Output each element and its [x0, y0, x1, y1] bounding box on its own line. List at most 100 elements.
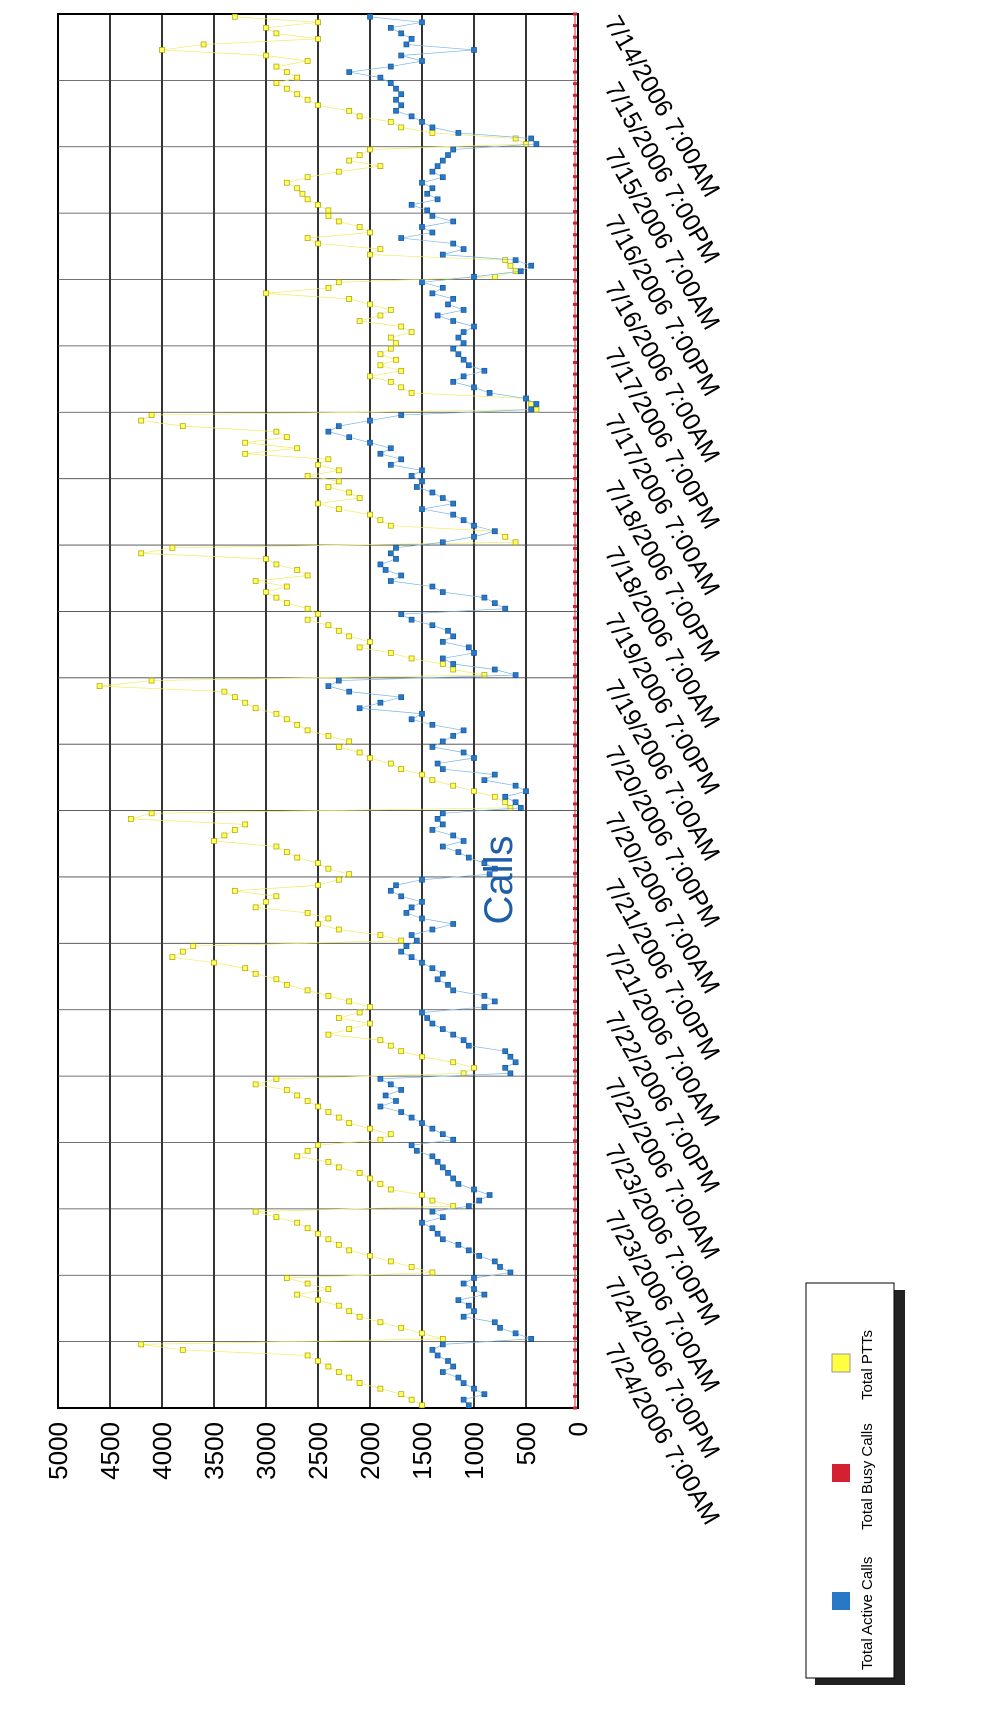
- active-calls-point: [398, 102, 405, 109]
- busy-calls-point: [573, 151, 577, 155]
- legend-swatch-ptts: [831, 1353, 851, 1373]
- busy-calls-point: [573, 1325, 577, 1329]
- active-calls-point: [413, 484, 420, 490]
- active-calls-point: [502, 605, 509, 612]
- active-calls-point: [512, 672, 519, 678]
- busy-calls-point: [573, 965, 577, 969]
- active-calls-point: [445, 627, 451, 634]
- ptt-point: [273, 30, 280, 37]
- active-calls-point: [367, 417, 373, 424]
- ptt-point: [335, 478, 342, 485]
- legend-label-ptts: Total PTTs: [859, 1330, 876, 1400]
- active-calls-point: [429, 721, 436, 728]
- ptt-point: [231, 13, 238, 20]
- active-calls-point: [528, 1336, 535, 1342]
- ptt-point: [325, 622, 332, 629]
- ptt-point: [471, 1064, 477, 1071]
- ptt-point: [398, 1048, 405, 1055]
- active-calls-point: [377, 450, 384, 457]
- value-tick-label: 4000: [147, 1422, 177, 1480]
- active-calls-point: [429, 185, 436, 192]
- busy-calls-point: [573, 988, 577, 992]
- active-calls-point: [439, 655, 446, 662]
- active-calls-point: [471, 1275, 477, 1281]
- ptt-point: [283, 434, 290, 441]
- active-calls-point: [377, 561, 384, 568]
- active-calls-point: [413, 937, 420, 944]
- active-calls-point: [491, 1258, 498, 1265]
- active-calls-point: [439, 539, 446, 546]
- ptt-point: [304, 1225, 311, 1232]
- busy-calls-point: [573, 512, 577, 516]
- active-calls-point: [403, 910, 410, 916]
- ptt-point: [294, 1092, 301, 1099]
- busy-calls-point: [573, 244, 577, 248]
- active-calls-point: [335, 677, 342, 684]
- ptt-point: [273, 1214, 280, 1221]
- ptt-point: [335, 1114, 342, 1121]
- ptt-point: [283, 583, 290, 590]
- active-calls-point: [419, 58, 425, 64]
- ptt-point: [148, 412, 155, 418]
- active-calls-point: [424, 1015, 431, 1021]
- active-calls-point: [450, 1136, 457, 1143]
- ptt-point: [377, 163, 384, 169]
- active-calls-point: [460, 329, 467, 335]
- ptt-point: [273, 1076, 280, 1082]
- ptt-point: [377, 1319, 384, 1326]
- ptt-point: [367, 1004, 373, 1010]
- busy-calls-point: [573, 860, 577, 864]
- busy-calls-point: [573, 1150, 577, 1154]
- ptt-point: [387, 379, 394, 385]
- busy-calls-point: [573, 767, 577, 771]
- ptt-point: [315, 1297, 321, 1303]
- active-calls-point: [413, 1147, 420, 1154]
- ptt-point: [315, 611, 321, 618]
- busy-calls-point: [573, 1220, 577, 1224]
- busy-calls-point: [573, 12, 577, 16]
- ptt-point: [315, 461, 321, 468]
- active-calls-point: [325, 428, 332, 435]
- active-calls-point: [481, 777, 488, 783]
- busy-calls-point: [573, 1081, 577, 1085]
- ptt-point: [315, 240, 321, 247]
- ptt-point: [523, 141, 529, 147]
- active-calls-point: [502, 1048, 509, 1055]
- active-calls-point: [387, 24, 394, 31]
- ptt-point: [419, 1402, 425, 1409]
- ptt-point: [367, 251, 373, 258]
- active-calls-point: [450, 511, 457, 518]
- busy-calls-point: [573, 1139, 577, 1143]
- ptt-point: [377, 517, 384, 524]
- ptt-point: [294, 1153, 301, 1160]
- ptt-point: [356, 1009, 363, 1016]
- active-calls-point: [439, 738, 446, 745]
- active-calls-point: [439, 157, 446, 164]
- ptt-point: [356, 1313, 363, 1320]
- ptt-point: [96, 683, 103, 689]
- busy-calls-point: [573, 535, 577, 539]
- busy-calls-point: [573, 744, 577, 748]
- ptt-point: [335, 168, 342, 175]
- busy-calls-point: [573, 628, 577, 632]
- ptt-point: [304, 1280, 311, 1287]
- ptt-point: [419, 1330, 425, 1337]
- ptt-point: [138, 550, 145, 557]
- active-calls-point: [419, 710, 425, 717]
- ptt-point: [377, 246, 384, 252]
- ptt-point: [325, 1109, 332, 1115]
- busy-calls-point: [573, 430, 577, 434]
- ptt-point: [367, 146, 373, 153]
- active-calls-point: [528, 262, 535, 269]
- active-calls-point: [393, 85, 399, 92]
- busy-calls-point: [573, 465, 577, 469]
- ptt-point: [356, 495, 363, 501]
- active-calls-point: [408, 716, 415, 723]
- legend-label-busy-calls: Total Busy Calls: [859, 1423, 876, 1530]
- busy-calls-point: [573, 872, 577, 876]
- busy-calls-point: [573, 1197, 577, 1201]
- active-calls-point: [434, 163, 441, 169]
- ptt-point: [491, 793, 498, 800]
- active-calls-point: [481, 1004, 488, 1010]
- ptt-point: [304, 1352, 311, 1359]
